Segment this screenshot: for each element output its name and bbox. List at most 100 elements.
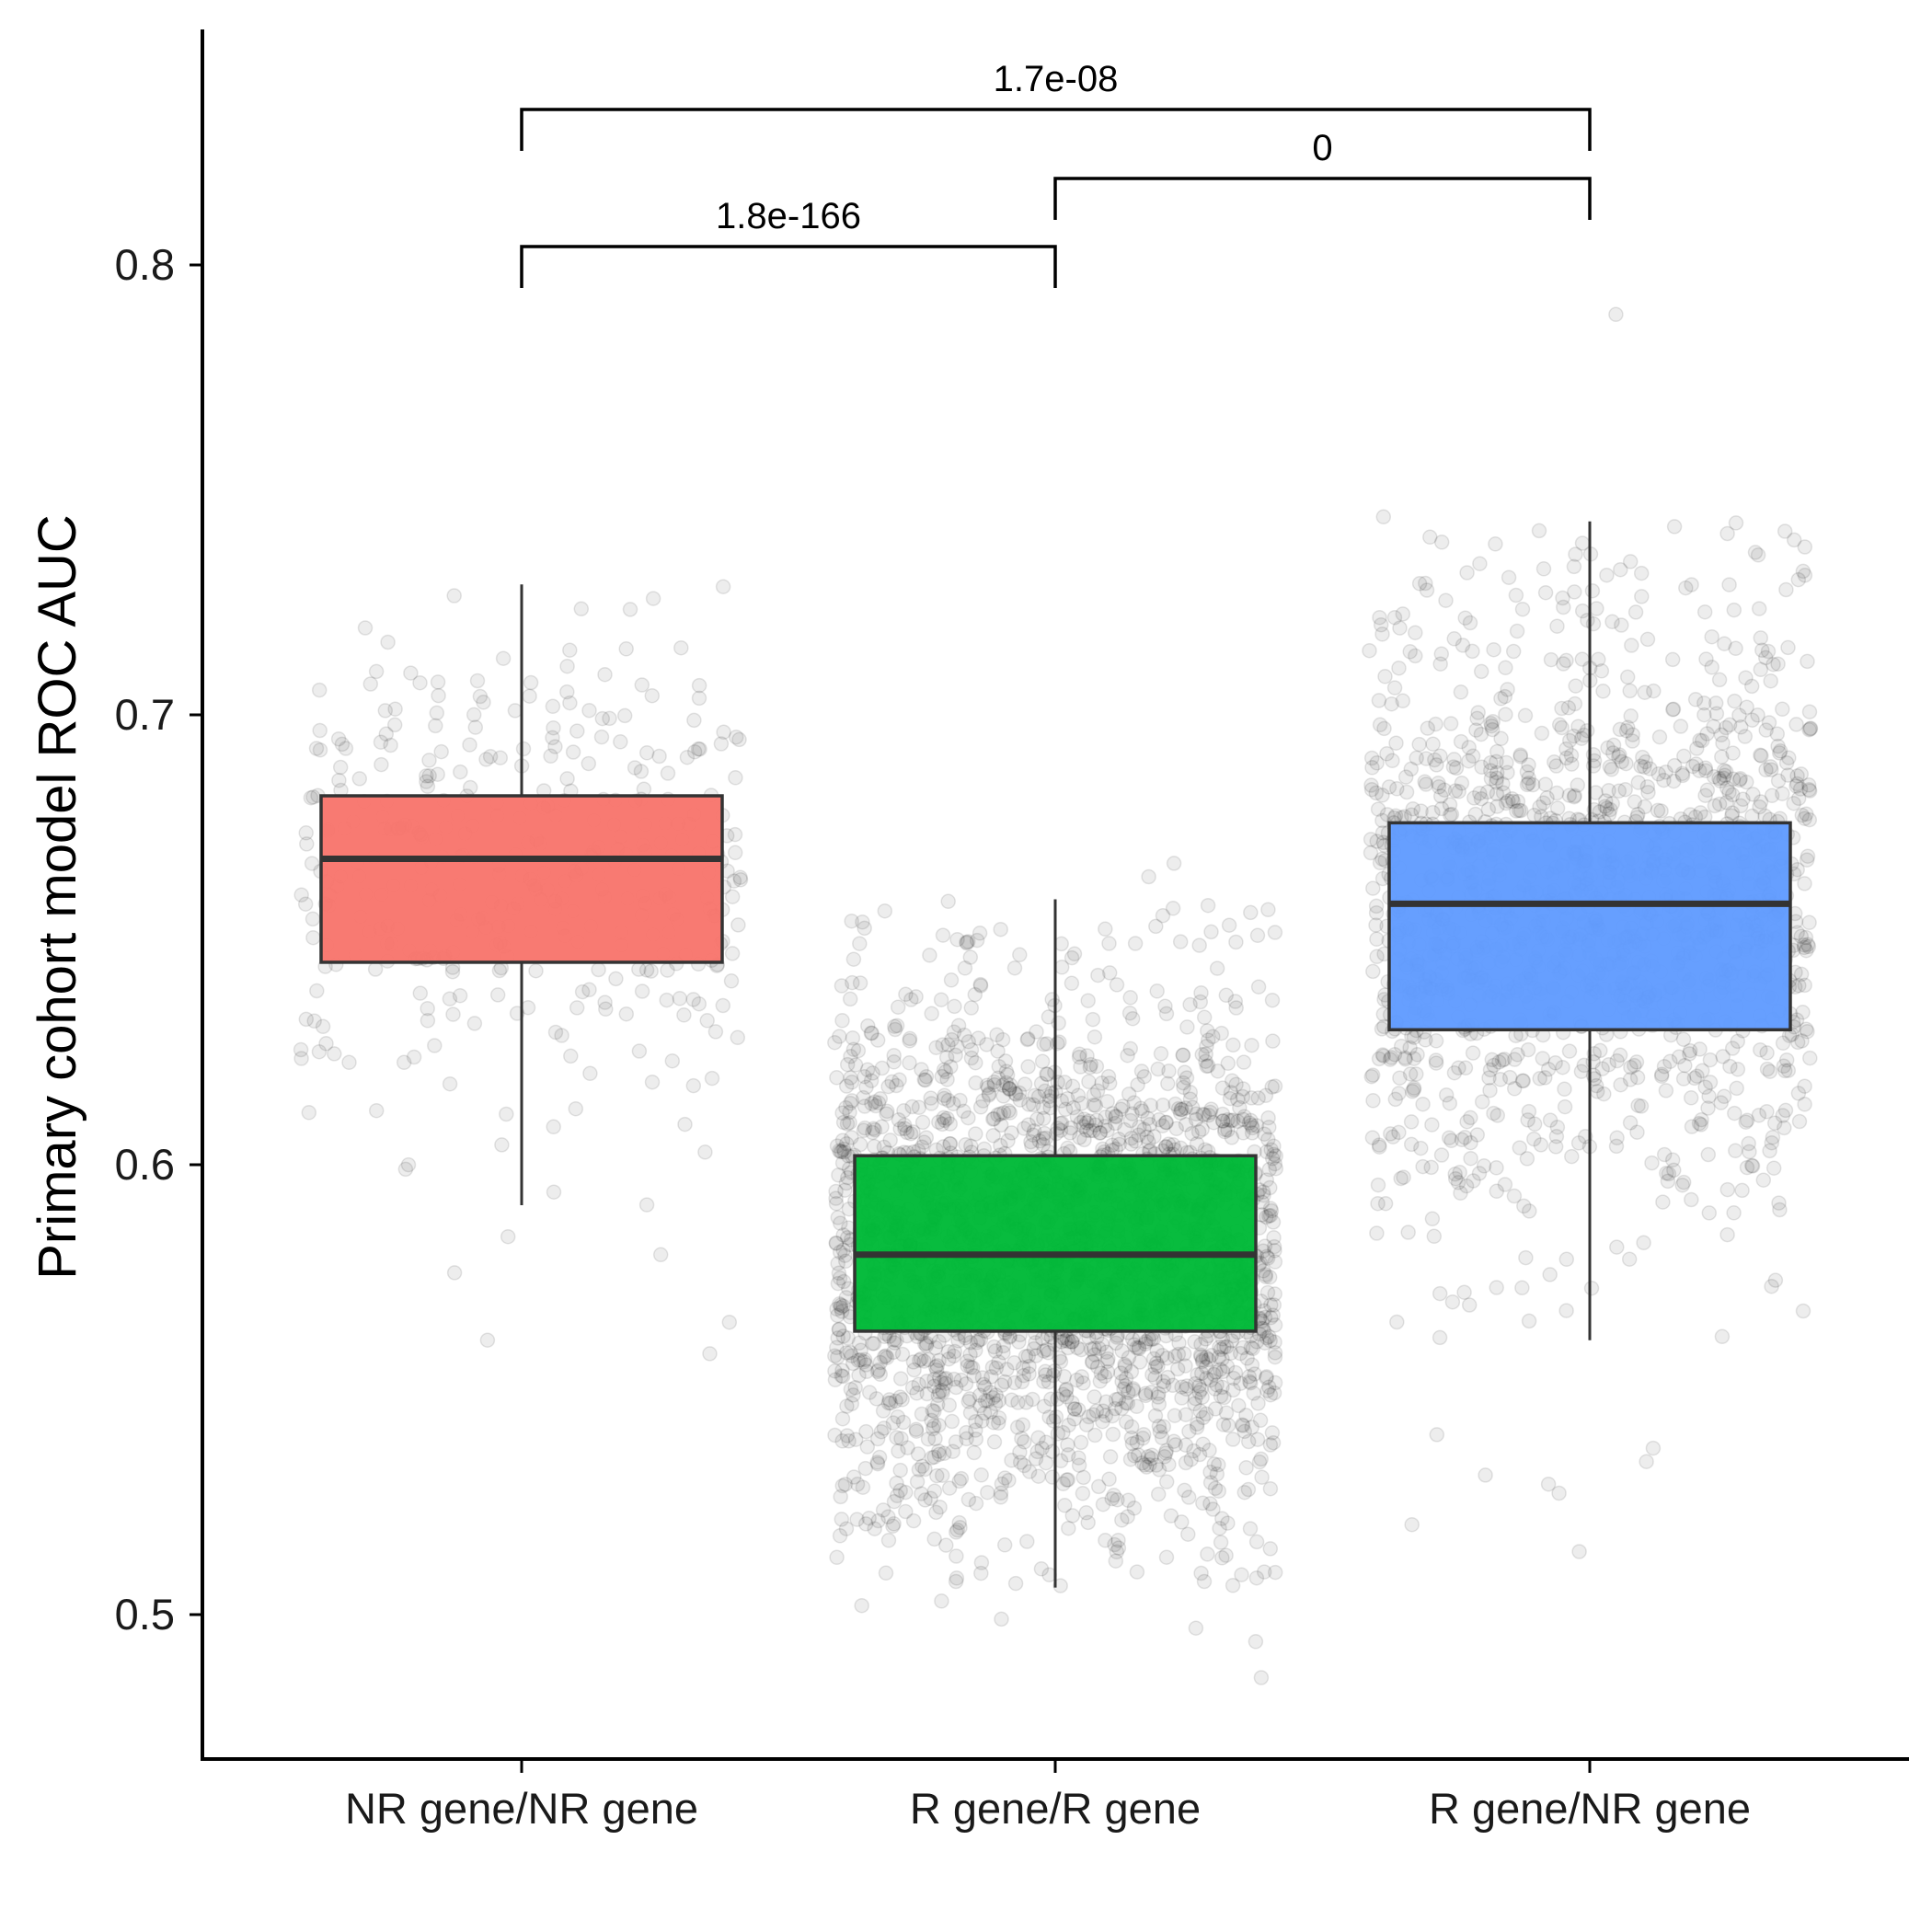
data-point xyxy=(1052,1115,1068,1132)
data-point xyxy=(998,1064,1015,1079)
data-point xyxy=(917,1492,933,1508)
data-point xyxy=(908,989,924,1005)
data-point xyxy=(993,1117,1009,1133)
data-point xyxy=(1711,770,1727,787)
data-point xyxy=(917,1461,933,1478)
data-point xyxy=(1714,1328,1731,1345)
data-point xyxy=(977,1379,994,1395)
outlier-point xyxy=(1404,1516,1420,1533)
data-point xyxy=(1044,1469,1061,1485)
data-point xyxy=(1088,1112,1105,1128)
data-point xyxy=(1114,1512,1130,1528)
data-point xyxy=(842,1344,858,1361)
data-point xyxy=(1391,660,1407,676)
data-point xyxy=(1262,1541,1279,1557)
data-point xyxy=(868,1391,885,1407)
data-point xyxy=(1053,960,1070,975)
data-point xyxy=(962,1347,978,1363)
data-point xyxy=(866,1121,881,1136)
data-point xyxy=(1724,808,1740,824)
data-point xyxy=(1086,1087,1102,1103)
data-point xyxy=(1236,1125,1251,1141)
data-point xyxy=(1207,1381,1223,1397)
data-point xyxy=(1564,1148,1580,1165)
data-point xyxy=(1750,547,1766,563)
data-point xyxy=(1403,1114,1420,1130)
data-point xyxy=(1131,1340,1147,1357)
data-point xyxy=(1759,1061,1776,1077)
data-point xyxy=(913,1351,929,1367)
data-point xyxy=(476,695,491,710)
data-point xyxy=(1236,1054,1252,1070)
data-point xyxy=(728,729,744,745)
data-point xyxy=(988,1387,1004,1403)
data-point xyxy=(1263,1297,1279,1313)
data-point xyxy=(1242,1521,1259,1536)
data-point xyxy=(1059,1472,1075,1488)
data-point xyxy=(1124,1106,1140,1121)
data-point xyxy=(1158,1474,1175,1489)
data-point xyxy=(315,1018,331,1035)
data-point xyxy=(953,1470,970,1487)
data-point xyxy=(1433,800,1450,817)
data-point xyxy=(312,722,328,739)
data-point xyxy=(467,719,484,735)
data-point xyxy=(962,1359,979,1375)
data-point xyxy=(960,1033,977,1050)
data-point xyxy=(927,1431,943,1447)
data-point xyxy=(986,1434,1003,1450)
data-point xyxy=(644,1074,661,1090)
data-point xyxy=(1098,1344,1114,1360)
data-point xyxy=(1133,1064,1150,1079)
data-point xyxy=(1675,1174,1692,1190)
data-point xyxy=(1801,914,1817,931)
data-point xyxy=(972,1397,988,1414)
data-point xyxy=(1265,1214,1282,1230)
data-point xyxy=(951,1473,968,1489)
data-point xyxy=(914,1114,931,1131)
data-point xyxy=(1122,1112,1139,1129)
data-point xyxy=(1267,1374,1283,1391)
data-point xyxy=(554,1028,569,1043)
data-point xyxy=(1548,758,1564,774)
data-point xyxy=(1717,636,1732,651)
data-point xyxy=(1029,1111,1045,1127)
data-point xyxy=(569,1000,585,1016)
data-point xyxy=(1634,589,1650,604)
data-point xyxy=(1104,1490,1120,1507)
x-ticks-layer: NR gene/NR gene R gene/R gene R gene/NR ge… xyxy=(345,1759,1751,1833)
data-point xyxy=(929,1397,946,1412)
data-point xyxy=(1793,966,1810,983)
data-point xyxy=(1198,1406,1214,1422)
data-point xyxy=(1738,1114,1754,1130)
data-point xyxy=(1639,778,1656,795)
data-point xyxy=(293,1041,309,1058)
data-point xyxy=(960,1491,977,1508)
x-tick-label: NR gene/NR gene xyxy=(345,1784,698,1833)
data-point xyxy=(1232,1345,1248,1362)
data-point xyxy=(985,1111,1001,1127)
data-point xyxy=(597,666,613,683)
data-point xyxy=(869,1455,886,1472)
data-point xyxy=(1007,1575,1024,1592)
data-point xyxy=(1121,1492,1136,1509)
data-point xyxy=(990,1043,1006,1059)
data-point xyxy=(1459,1113,1475,1130)
data-point xyxy=(1622,683,1638,699)
data-point xyxy=(1408,625,1423,640)
data-point xyxy=(947,1343,963,1360)
data-point xyxy=(1473,663,1489,680)
data-point xyxy=(879,1350,895,1365)
data-point xyxy=(845,1469,862,1485)
data-point xyxy=(1006,1374,1023,1391)
data-point xyxy=(1147,1370,1163,1386)
data-point xyxy=(1219,1339,1235,1355)
data-point xyxy=(1182,996,1198,1013)
data-point xyxy=(1109,977,1125,993)
data-point xyxy=(829,1340,845,1356)
data-point xyxy=(1127,1133,1144,1149)
data-point xyxy=(1473,790,1489,807)
data-point xyxy=(830,1256,845,1271)
data-point xyxy=(1534,725,1550,742)
data-point xyxy=(934,1116,950,1133)
